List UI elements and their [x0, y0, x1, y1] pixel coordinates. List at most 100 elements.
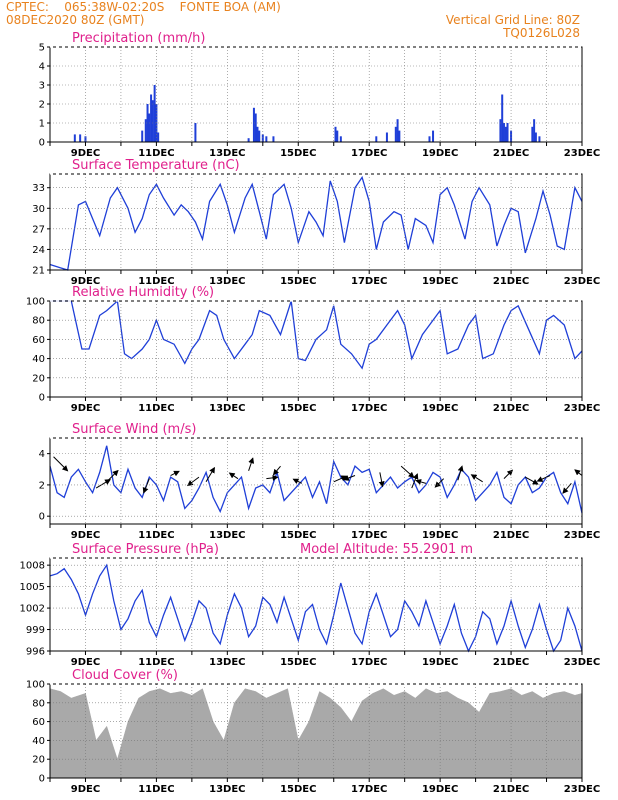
wind-vector [292, 478, 303, 485]
panel-1: Precipitation (mm/h) 0 1 2 3 4 5 9DEC 11DEC 13DEC… [39, 31, 601, 159]
y-tick-label: 30 [32, 204, 45, 215]
x-tick-label: 9DEC [71, 276, 100, 287]
wind-vector [248, 457, 255, 471]
x-tick-label: 11DEC [138, 530, 174, 541]
precip-bar [533, 119, 536, 142]
x-tick-label: 15DEC [280, 148, 316, 159]
precip-bar [272, 136, 275, 142]
precip-bar [339, 136, 342, 142]
panel-title: Surface Wind (m/s) [72, 422, 196, 437]
precip-bar [504, 126, 507, 142]
precip-bar [247, 138, 250, 142]
y-tick-label: 20 [32, 755, 45, 766]
panel-title: Surface Pressure (hPa) [72, 542, 219, 557]
wind-vector [142, 478, 150, 494]
x-tick-label: 15DEC [280, 657, 316, 668]
x-tick-label: 13DEC [209, 530, 245, 541]
panel-frame [49, 557, 583, 652]
wind-vector [434, 478, 445, 488]
y-tick-label: 1002 [20, 604, 45, 615]
x-tick-label: 17DEC [351, 276, 387, 287]
precip-bar [258, 130, 261, 142]
header-station: CPTEC: 065:38W-02:20S FONTE BOA (AM) [6, 0, 281, 14]
y-tick-label: 60 [32, 717, 45, 728]
precip-bar [254, 113, 257, 142]
x-tick-label: 19DEC [422, 657, 458, 668]
precip-bar [385, 132, 388, 142]
wind-vector [411, 473, 419, 489]
x-tick-label: 17DEC [351, 784, 387, 795]
x-tick-label: 23DEC [564, 530, 600, 541]
y-tick-label: 2 [39, 100, 45, 111]
precip-bar [141, 130, 144, 142]
header-date: 08DEC2020 80Z (GMT) [6, 13, 145, 27]
precip-bar [538, 136, 541, 142]
precip-bar [146, 104, 149, 142]
x-tick-label: 13DEC [209, 276, 245, 287]
y-tick-label: 100 [26, 680, 45, 691]
y-tick-label: 996 [26, 647, 45, 658]
y-tick-label: 40 [32, 736, 45, 747]
x-tick-label: 13DEC [209, 403, 245, 414]
header-grid-line: Vertical Grid Line: 80Z [445, 13, 580, 27]
y-tick-label: 80 [32, 316, 45, 327]
x-tick-label: 13DEC [209, 784, 245, 795]
precip-bar [506, 123, 509, 142]
wind-vector [400, 465, 415, 479]
y-tick-label: 40 [32, 354, 45, 365]
precip-bar [148, 113, 151, 142]
y-tick-label: 4 [39, 62, 45, 73]
x-tick-label: 15DEC [280, 403, 316, 414]
x-tick-label: 23DEC [564, 403, 600, 414]
precip-bar [157, 132, 160, 142]
precip-bar [375, 136, 378, 142]
panel-frame [49, 437, 583, 525]
precip-bar [510, 130, 513, 142]
precip-bar [252, 107, 255, 142]
precip-bar [150, 94, 153, 142]
precip-bar [432, 130, 435, 142]
y-tick-label: 21 [32, 266, 45, 277]
wind-vector [186, 476, 200, 487]
y-tick-label: 3 [39, 81, 45, 92]
y-tick-label: 1 [39, 119, 45, 130]
x-tick-label: 21DEC [493, 530, 529, 541]
wind-vector [170, 470, 180, 477]
panel-frame [49, 300, 583, 398]
x-tick-label: 15DEC [280, 530, 316, 541]
wind-vector [378, 472, 385, 488]
panel-title: Cloud Cover (%) [72, 668, 178, 683]
x-tick-label: 9DEC [71, 148, 100, 159]
x-tick-label: 13DEC [209, 657, 245, 668]
y-tick-label: 80 [32, 698, 45, 709]
y-tick-label: 999 [26, 625, 45, 636]
y-tick-label: 33 [32, 183, 45, 194]
wind-vector [272, 465, 281, 476]
x-tick-label: 17DEC [351, 403, 387, 414]
precip-bar [84, 136, 87, 142]
y-tick-label: 60 [32, 335, 45, 346]
panel-2: Surface Temperature (nC) 21 24 27 30 33 9DEC 11… [32, 158, 600, 287]
wind-vector [457, 465, 464, 481]
series-line [50, 299, 583, 370]
x-tick-label: 11DEC [138, 403, 174, 414]
y-tick-label: 5 [39, 43, 45, 54]
x-tick-label: 17DEC [351, 657, 387, 668]
y-tick-label: 20 [32, 373, 45, 384]
x-tick-label: 11DEC [138, 148, 174, 159]
panel-5: Surface Pressure (hPa) Model Altitude: 55… [20, 542, 601, 668]
y-tick-label: 2 [39, 480, 45, 491]
y-tick-label: 4 [39, 449, 45, 460]
y-tick-label: 27 [32, 224, 45, 235]
wind-vector [53, 456, 69, 472]
panel-annotation: Model Altitude: 55.2901 m [300, 542, 473, 557]
precip-bar [261, 134, 264, 142]
precip-bar [501, 94, 504, 142]
wind-vector [574, 469, 583, 476]
precip-bar [531, 126, 534, 142]
x-tick-label: 15DEC [280, 276, 316, 287]
x-tick-label: 9DEC [71, 784, 100, 795]
precip-bar [336, 130, 339, 142]
x-tick-label: 19DEC [422, 148, 458, 159]
panel-title: Surface Temperature (nC) [72, 158, 240, 173]
